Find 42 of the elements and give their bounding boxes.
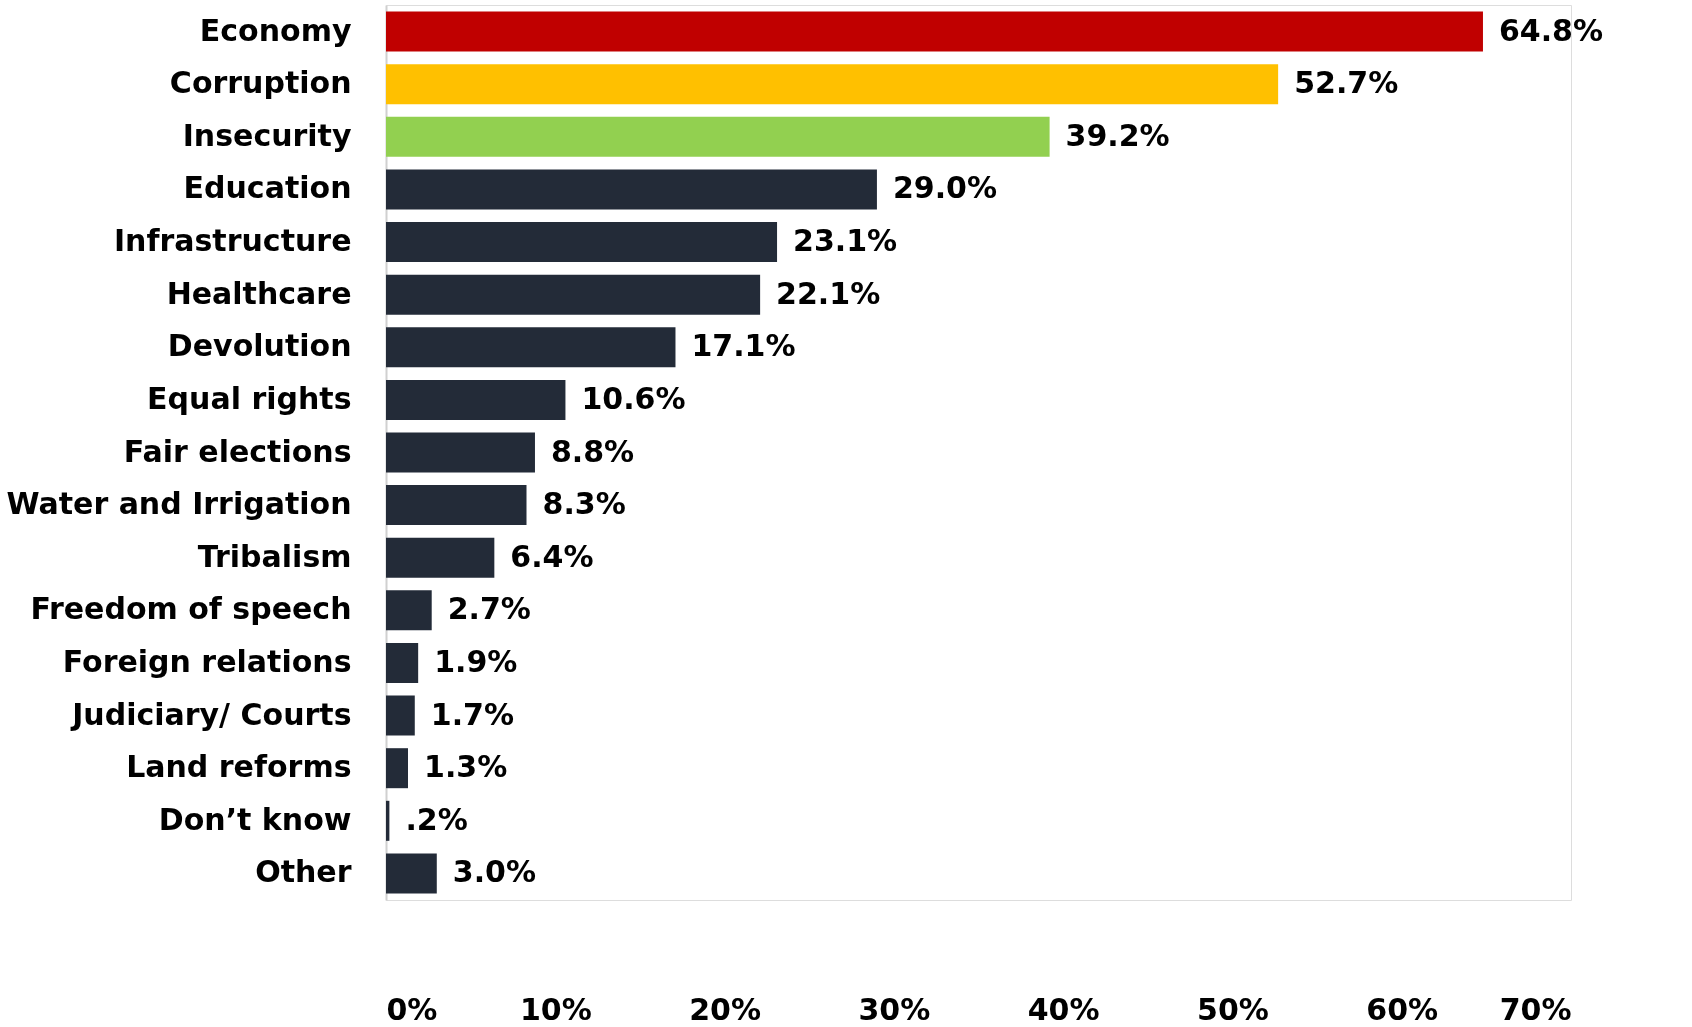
- data-label: 52.7%: [1294, 65, 1399, 101]
- y-tick-label: Foreign relations: [62, 643, 352, 679]
- data-label: 1.9%: [434, 643, 518, 679]
- y-tick-label: Economy: [199, 12, 352, 48]
- x-tick-label: 50%: [1197, 991, 1269, 1027]
- y-tick-label: Insecurity: [182, 117, 352, 153]
- y-tick-label: Other: [255, 854, 352, 890]
- data-label: 1.7%: [430, 696, 514, 732]
- y-tick-label: Freedom of speech: [30, 591, 352, 627]
- y-tick-label: Water and Irrigation: [6, 486, 352, 522]
- y-tick-label: Healthcare: [166, 275, 352, 311]
- data-label: 8.8%: [550, 433, 635, 469]
- data-label: .2%: [405, 801, 468, 837]
- x-tick-label: 70%: [1499, 991, 1572, 1027]
- data-label: 10.6%: [581, 380, 686, 416]
- data-label: 1.3%: [424, 749, 508, 785]
- data-label: 29.0%: [892, 170, 998, 206]
- x-tick-label: 20%: [689, 991, 761, 1027]
- data-label: 3.0%: [452, 854, 536, 890]
- y-tick-label: Fair elections: [123, 433, 352, 469]
- x-tick-label: 60%: [1366, 991, 1439, 1027]
- x-tick-label: 10%: [519, 991, 592, 1027]
- x-tick-label: 0%: [386, 991, 438, 1027]
- y-tick-label: Equal rights: [147, 380, 352, 416]
- data-label: 23.1%: [793, 223, 898, 259]
- x-tick-label: 40%: [1027, 991, 1100, 1027]
- y-tick-label: Devolution: [167, 328, 352, 364]
- y-tick-label: Judiciary/ Courts: [70, 696, 352, 732]
- y-tick-label: Land reforms: [126, 749, 352, 785]
- data-label: 64.8%: [1498, 12, 1604, 48]
- data-label: 22.1%: [776, 275, 881, 311]
- y-tick-label: Education: [183, 170, 352, 206]
- data-label: 39.2%: [1065, 117, 1170, 153]
- x-tick-label: 30%: [858, 991, 931, 1027]
- y-tick-label: Don’t know: [158, 801, 352, 837]
- data-label: 8.3%: [542, 486, 626, 522]
- y-tick-label: Tribalism: [197, 538, 352, 574]
- data-label: 6.4%: [510, 538, 594, 574]
- y-tick-label: Infrastructure: [113, 223, 352, 259]
- y-tick-label: Corruption: [169, 65, 352, 101]
- data-label: 2.7%: [447, 591, 531, 627]
- data-label: 17.1%: [691, 328, 796, 364]
